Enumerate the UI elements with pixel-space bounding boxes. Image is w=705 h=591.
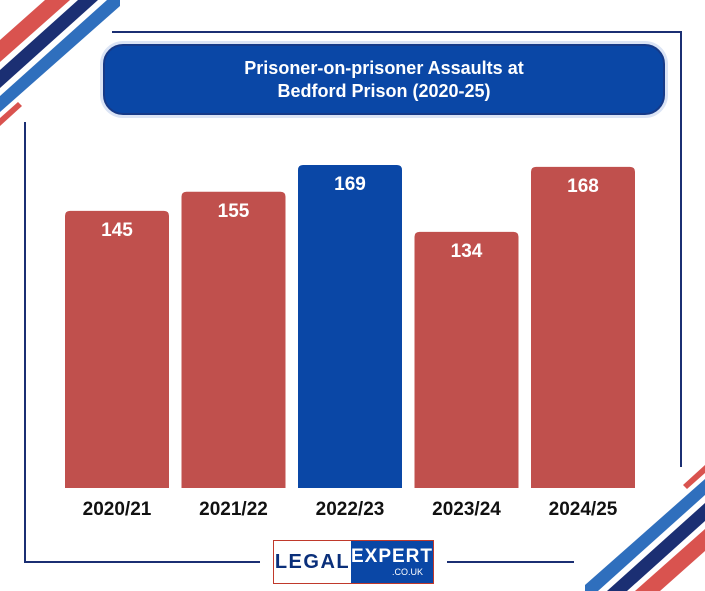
data-label-2024-25: 168 bbox=[567, 176, 599, 197]
x-tick-label-2023-24: 2023/24 bbox=[432, 499, 501, 520]
legal-expert-logo: LEGAL EXPERT .CO.UK bbox=[273, 540, 434, 584]
x-tick-label-2020-21: 2020/21 bbox=[83, 499, 152, 520]
logo-text-domain: .CO.UK bbox=[391, 567, 423, 577]
logo-text-expert: EXPERT bbox=[350, 546, 433, 567]
bar-2021-22 bbox=[181, 191, 286, 489]
corner-stripes-bottom-right bbox=[585, 465, 705, 591]
frame-line-bottom-left bbox=[24, 561, 260, 563]
bar-2024-25 bbox=[531, 166, 635, 488]
chart-title-box: Prisoner-on-prisoner Assaults at Bedford… bbox=[103, 44, 665, 115]
bar-2023-24 bbox=[414, 231, 519, 488]
x-tick-label-2021-22: 2021/22 bbox=[199, 499, 268, 520]
frame-line-left bbox=[24, 122, 26, 562]
bar-2022-23 bbox=[298, 165, 402, 488]
logo-expert-block: EXPERT .CO.UK bbox=[350, 541, 433, 583]
corner-stripes-top-left bbox=[0, 0, 120, 126]
frame-line-right bbox=[680, 31, 682, 467]
data-label-2020-21: 145 bbox=[101, 220, 133, 241]
frame-line-bottom-right bbox=[447, 561, 574, 563]
x-tick-label-2022-23: 2022/23 bbox=[316, 499, 385, 520]
x-tick-label-2024-25: 2024/25 bbox=[549, 499, 618, 520]
data-label-2023-24: 134 bbox=[451, 241, 483, 262]
frame-line-top bbox=[112, 31, 680, 33]
chart-title-line-1: Prisoner-on-prisoner Assaults at bbox=[244, 57, 524, 78]
data-label-2021-22: 155 bbox=[218, 201, 250, 222]
data-label-2022-23: 169 bbox=[334, 174, 366, 195]
chart-title-line-2: Bedford Prison (2020-25) bbox=[277, 80, 491, 101]
bar-2020-21 bbox=[65, 210, 169, 489]
logo-text-legal: LEGAL bbox=[274, 550, 351, 573]
